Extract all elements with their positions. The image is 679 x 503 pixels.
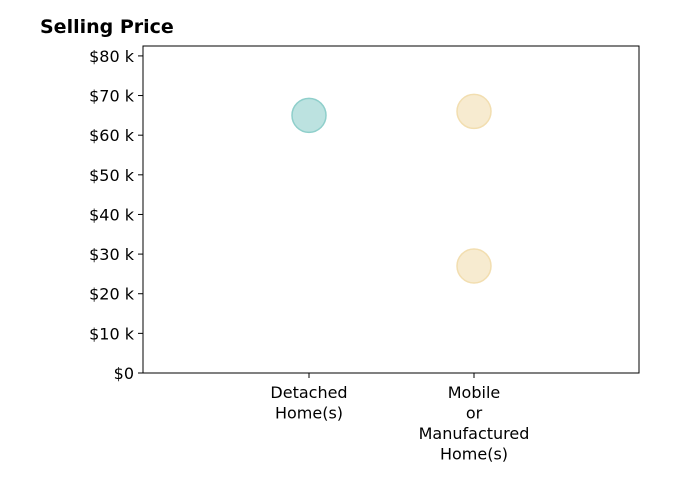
data-point-1	[456, 93, 492, 130]
y-tick-label-6: $60 k	[89, 126, 135, 145]
y-tick-label-1: $10 k	[89, 324, 135, 343]
y-tick-label-2: $20 k	[89, 285, 135, 304]
x-tick-label-1: Mobile or Manufactured Home(s)	[419, 383, 530, 464]
x-axis: Detached Home(s) Mobile or Manufactured Home(…	[270, 373, 529, 464]
data-point-2	[456, 248, 492, 284]
y-axis: $0 $10 k $20 k $30 k $40 k $50 k $60 k $70 k $80…	[89, 47, 143, 383]
y-tick-label-0: $0	[114, 364, 134, 383]
x-tick-label-0: Detached Home(s)	[270, 383, 347, 423]
y-tick-label-7: $70 k	[89, 87, 135, 106]
data-points	[291, 93, 492, 284]
plot-frame	[142, 45, 640, 374]
y-tick-label-3: $30 k	[89, 245, 135, 264]
y-tick-label-8: $80 k	[89, 47, 135, 66]
chart-title: Selling Price	[40, 16, 174, 38]
data-point-0	[291, 97, 327, 134]
y-tick-label-4: $40 k	[89, 205, 135, 224]
y-tick-label-5: $50 k	[89, 166, 135, 185]
